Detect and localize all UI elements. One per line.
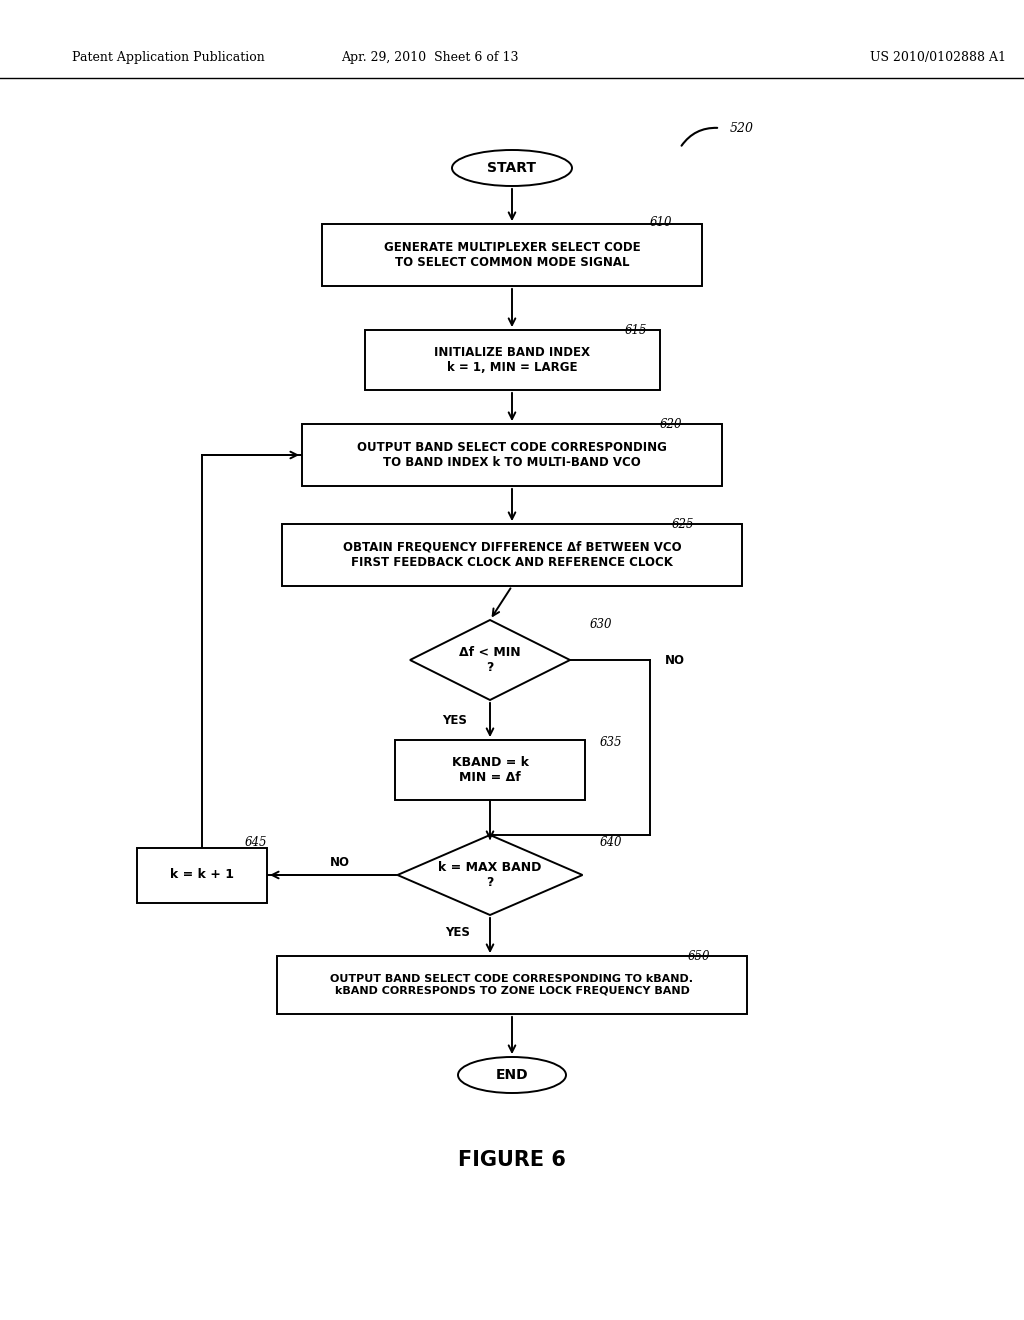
- Text: k = MAX BAND
?: k = MAX BAND ?: [438, 861, 542, 888]
- Bar: [278, 956, 746, 1014]
- Text: Apr. 29, 2010  Sheet 6 of 13: Apr. 29, 2010 Sheet 6 of 13: [341, 51, 519, 65]
- Text: 645: 645: [245, 837, 267, 850]
- Text: NO: NO: [330, 855, 350, 869]
- Text: INITIALIZE BAND INDEX
k = 1, MIN = LARGE: INITIALIZE BAND INDEX k = 1, MIN = LARGE: [434, 346, 590, 374]
- Text: k = k + 1: k = k + 1: [170, 869, 234, 882]
- Text: START: START: [487, 161, 537, 176]
- Bar: [365, 330, 659, 389]
- Text: OBTAIN FREQUENCY DIFFERENCE Δf BETWEEN VCO
FIRST FEEDBACK CLOCK AND REFERENCE CL: OBTAIN FREQUENCY DIFFERENCE Δf BETWEEN V…: [343, 541, 681, 569]
- Bar: [395, 741, 585, 800]
- Text: OUTPUT BAND SELECT CODE CORRESPONDING
TO BAND INDEX k TO MULTI-BAND VCO: OUTPUT BAND SELECT CODE CORRESPONDING TO…: [357, 441, 667, 469]
- Text: 610: 610: [650, 215, 673, 228]
- Polygon shape: [397, 836, 583, 915]
- Text: YES: YES: [445, 925, 470, 939]
- Ellipse shape: [458, 1057, 566, 1093]
- Text: 625: 625: [672, 519, 694, 532]
- Text: US 2010/0102888 A1: US 2010/0102888 A1: [870, 51, 1006, 65]
- Text: 635: 635: [600, 735, 623, 748]
- Text: 520: 520: [730, 121, 754, 135]
- Text: GENERATE MULTIPLEXER SELECT CODE
TO SELECT COMMON MODE SIGNAL: GENERATE MULTIPLEXER SELECT CODE TO SELE…: [384, 242, 640, 269]
- Bar: [137, 847, 267, 903]
- Bar: [282, 524, 742, 586]
- Text: 620: 620: [660, 418, 683, 432]
- Text: YES: YES: [442, 714, 467, 726]
- Text: OUTPUT BAND SELECT CODE CORRESPONDING TO kBAND.
kBAND CORRESPONDS TO ZONE LOCK F: OUTPUT BAND SELECT CODE CORRESPONDING TO…: [331, 974, 693, 995]
- Text: 630: 630: [590, 619, 612, 631]
- Text: FIGURE 6: FIGURE 6: [458, 1150, 566, 1170]
- Text: Patent Application Publication: Patent Application Publication: [72, 51, 265, 65]
- Text: Δf < MIN
?: Δf < MIN ?: [459, 645, 521, 675]
- Polygon shape: [410, 620, 570, 700]
- Bar: [302, 424, 722, 486]
- Ellipse shape: [452, 150, 572, 186]
- Text: 650: 650: [688, 950, 711, 964]
- Text: END: END: [496, 1068, 528, 1082]
- Text: KBAND = k
MIN = Δf: KBAND = k MIN = Δf: [452, 756, 528, 784]
- Text: 640: 640: [600, 837, 623, 850]
- Text: 615: 615: [625, 323, 647, 337]
- Text: NO: NO: [665, 653, 685, 667]
- Bar: [322, 224, 702, 286]
